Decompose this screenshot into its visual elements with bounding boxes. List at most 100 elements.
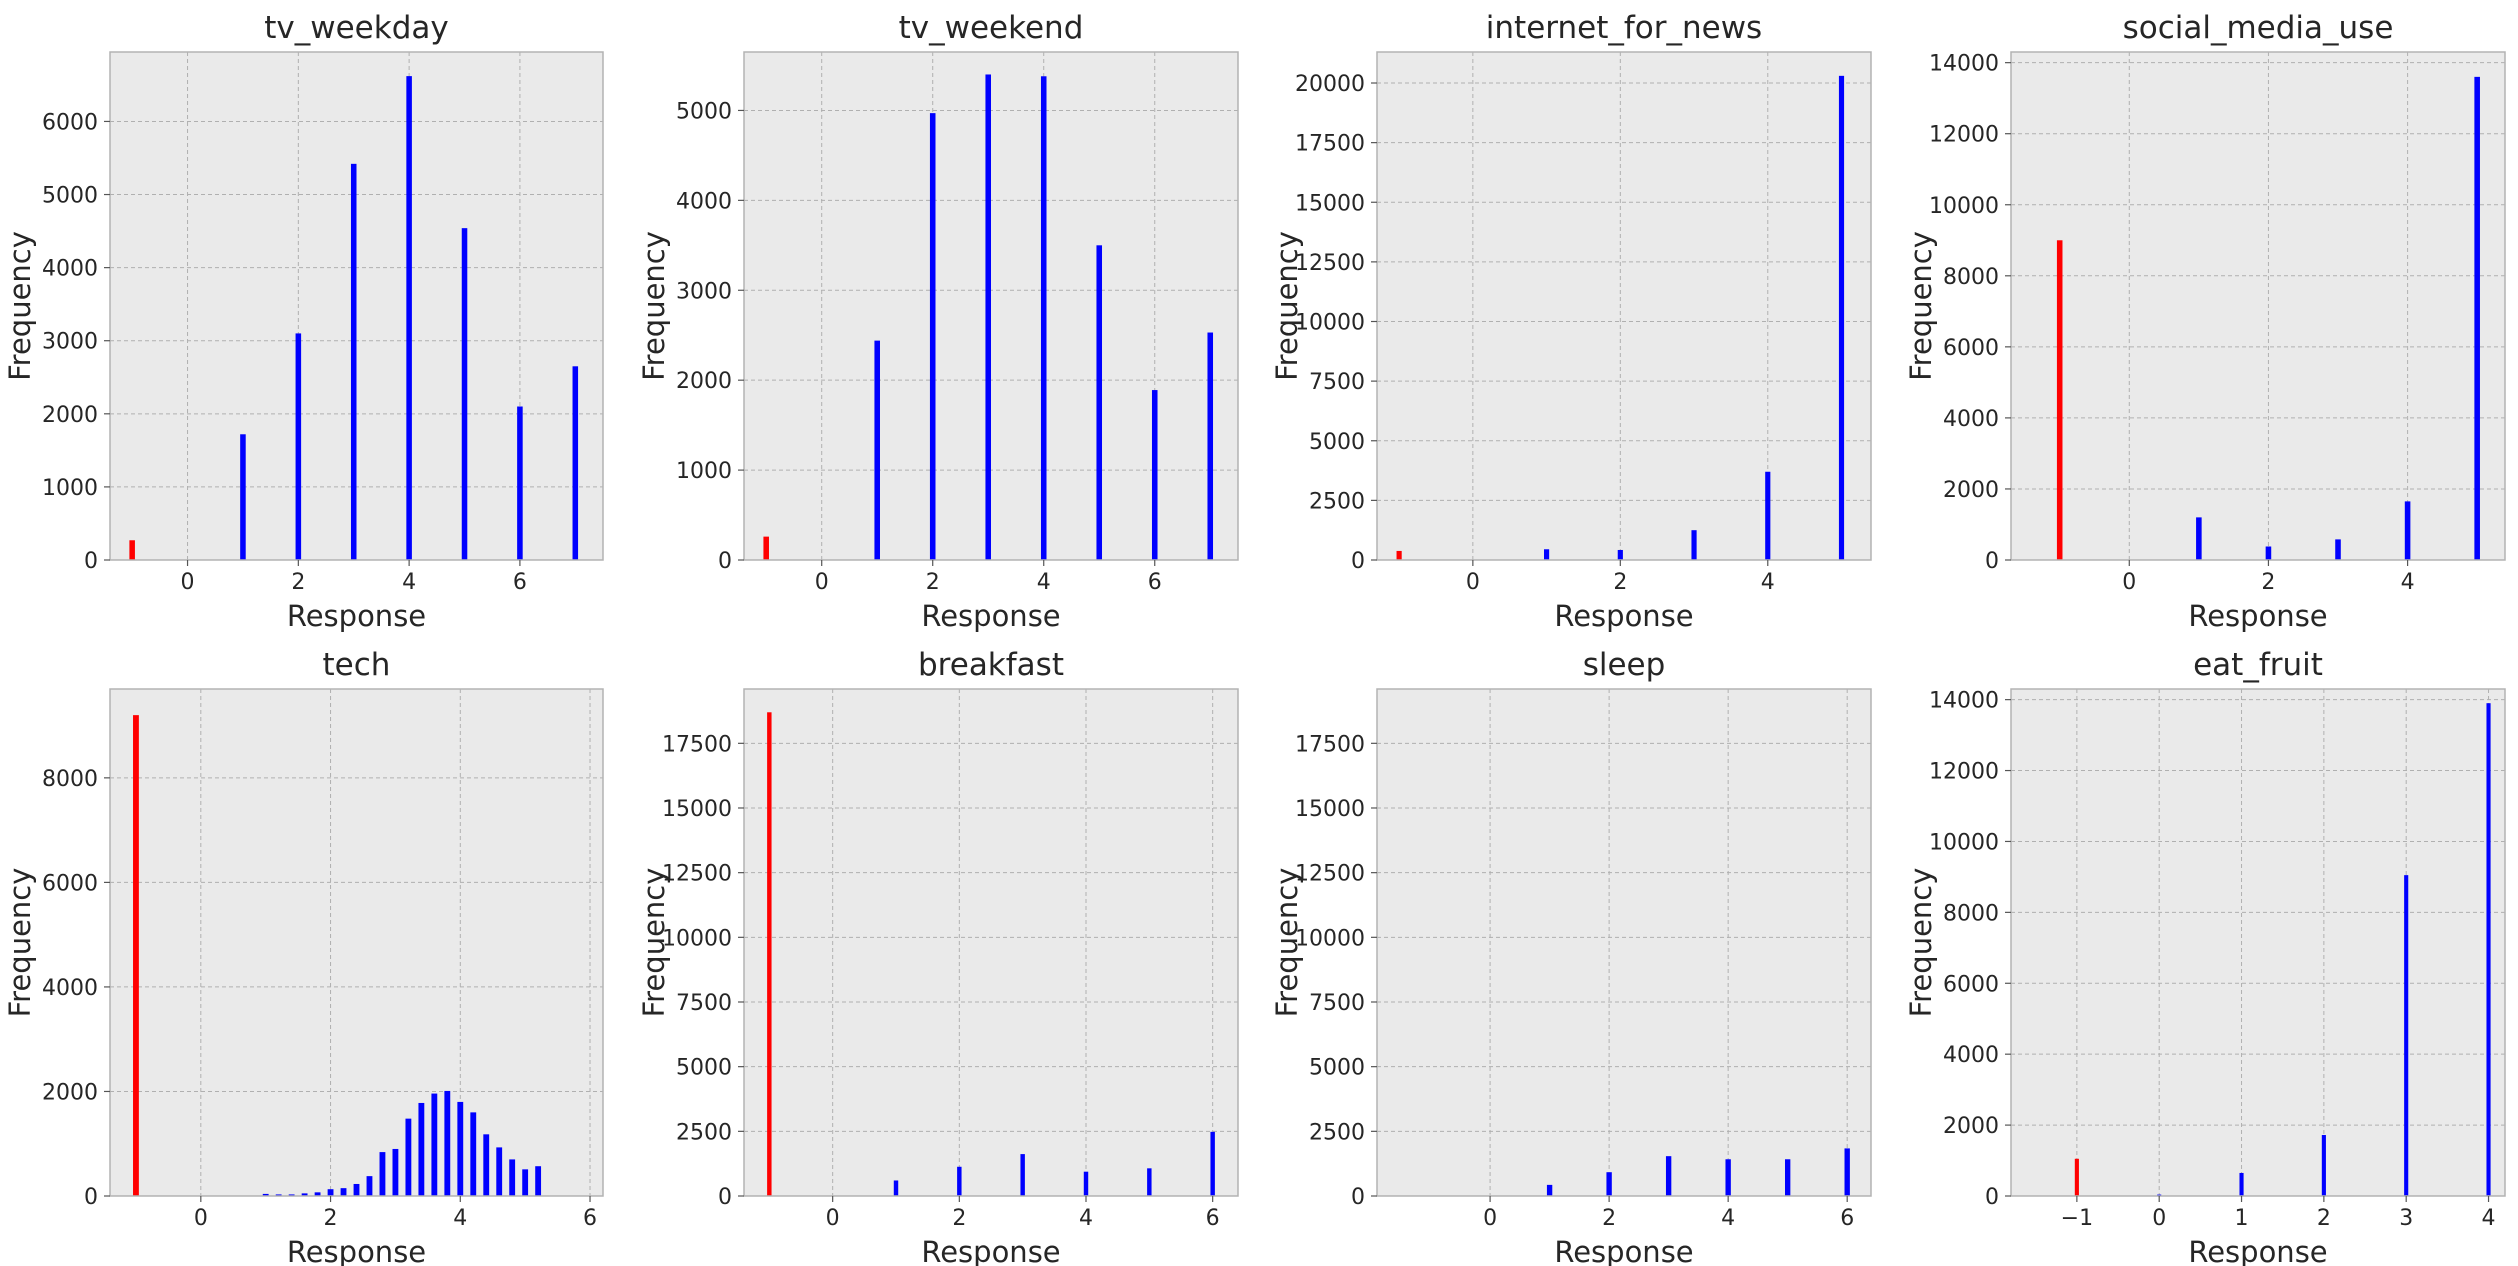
y-tick-label: 8000 — [1943, 901, 1999, 926]
bar — [1096, 245, 1103, 560]
bar — [406, 76, 412, 561]
y-tick-label: 5000 — [676, 99, 732, 124]
x-tick-label: 0 — [815, 570, 829, 595]
bar — [517, 406, 523, 560]
plot-area — [2011, 689, 2505, 1196]
x-tick-label: 2 — [926, 570, 940, 595]
bar — [2486, 703, 2491, 1196]
x-tick-label: 4 — [1721, 1206, 1735, 1231]
x-tick-label: 0 — [2122, 570, 2136, 595]
bar — [314, 1192, 321, 1196]
x-tick-label: 6 — [1206, 1206, 1220, 1231]
y-tick-label: 0 — [84, 1185, 98, 1210]
y-tick-label: 5000 — [1309, 430, 1365, 455]
x-tick-label: 2 — [2261, 570, 2275, 595]
bar — [1606, 1172, 1612, 1196]
bar — [1544, 549, 1550, 560]
y-tick-label: 2500 — [1309, 489, 1365, 514]
y-tick-label: 8000 — [42, 767, 98, 792]
y-axis-label: Frequency — [3, 231, 37, 381]
chart-title: tv_weekday — [264, 10, 448, 46]
plot-area — [744, 689, 1238, 1196]
bar — [2239, 1172, 2244, 1196]
plot-frame — [1376, 51, 1872, 561]
bar — [763, 536, 769, 560]
y-axis-label: Frequency — [1904, 868, 1938, 1018]
bar — [327, 1189, 334, 1196]
bar — [985, 74, 991, 560]
subplot-social_media_use: 0 2 4 0 2000 4000 6000 8000 10000 12000 14000 socia… — [1904, 10, 2506, 633]
y-tick-label: 8000 — [1943, 265, 1999, 290]
x-axis-label: Response — [1554, 599, 1693, 633]
x-tick-label: 2 — [1613, 570, 1627, 595]
x-tick-label: 4 — [2482, 1206, 2496, 1231]
y-axis-label: Frequency — [637, 868, 671, 1018]
bar — [2074, 1158, 2079, 1196]
bar — [1020, 1154, 1025, 1196]
x-tick-label: 2 — [291, 570, 305, 595]
x-axis-label: Response — [2188, 599, 2327, 633]
bar — [461, 228, 468, 560]
x-tick-label: 2 — [324, 1206, 338, 1231]
x-tick-label: 6 — [583, 1206, 597, 1231]
bar — [496, 1147, 503, 1196]
y-tick-label: 5000 — [676, 1056, 732, 1081]
plot-frame — [109, 688, 604, 1197]
plot-frame — [2010, 688, 2506, 1197]
bar — [418, 1102, 425, 1196]
bar — [535, 1166, 542, 1196]
y-tick-label: 6000 — [42, 110, 98, 135]
y-tick-label: 7500 — [1309, 370, 1365, 395]
y-tick-label: 15000 — [1295, 191, 1365, 216]
y-tick-label: 17500 — [662, 732, 732, 757]
bar — [2335, 539, 2341, 560]
y-axis-label: Frequency — [3, 868, 37, 1018]
y-tick-label: 0 — [718, 1185, 732, 1210]
plot-area — [110, 689, 603, 1196]
y-tick-label: 4000 — [676, 189, 732, 214]
chart-title: tv_weekend — [899, 10, 1084, 46]
x-tick-label: 2 — [2317, 1206, 2331, 1231]
bar — [262, 1193, 269, 1196]
plot-area — [1377, 689, 1871, 1196]
y-tick-label: 12000 — [1929, 760, 1999, 785]
x-tick-label: −1 — [2061, 1206, 2093, 1231]
bar — [340, 1188, 347, 1196]
y-tick-label: 0 — [718, 549, 732, 574]
y-tick-label: 10000 — [1929, 830, 1999, 855]
plot-frame — [1376, 688, 1872, 1197]
y-tick-label: 2000 — [42, 1080, 98, 1105]
chart-title: internet_for_news — [1486, 10, 1762, 46]
bar — [1147, 1168, 1152, 1196]
x-axis-label: Response — [921, 599, 1060, 633]
bar — [1665, 1156, 1672, 1196]
bar — [392, 1148, 399, 1196]
bar — [431, 1093, 438, 1196]
x-axis-label: Response — [287, 599, 426, 633]
x-tick-label: 4 — [1079, 1206, 1093, 1231]
y-tick-label: 1000 — [42, 476, 98, 501]
subplot-tv_weekend: 0 2 4 6 0 1000 2000 3000 4000 5000 tv_weekend Respo… — [637, 10, 1239, 633]
bar — [2321, 1135, 2326, 1196]
y-tick-label: 3000 — [676, 279, 732, 304]
bar — [301, 1193, 308, 1196]
bar — [1725, 1159, 1731, 1196]
bar — [129, 540, 135, 560]
plot-area — [1377, 52, 1871, 560]
chart-title: sleep — [1583, 647, 1666, 683]
y-tick-label: 14000 — [1929, 689, 1999, 714]
bar — [1040, 76, 1047, 560]
x-axis-label: Response — [2188, 1235, 2327, 1266]
bar — [2404, 501, 2411, 560]
bar — [379, 1152, 386, 1196]
x-tick-label: 0 — [194, 1206, 208, 1231]
y-tick-label: 12000 — [1929, 123, 1999, 148]
bar — [509, 1159, 516, 1196]
bar — [1083, 1171, 1089, 1196]
bar — [1546, 1184, 1553, 1196]
y-tick-label: 2500 — [1309, 1120, 1365, 1145]
bar — [1844, 1148, 1850, 1196]
chart-title: breakfast — [918, 647, 1064, 683]
bar — [350, 163, 357, 560]
